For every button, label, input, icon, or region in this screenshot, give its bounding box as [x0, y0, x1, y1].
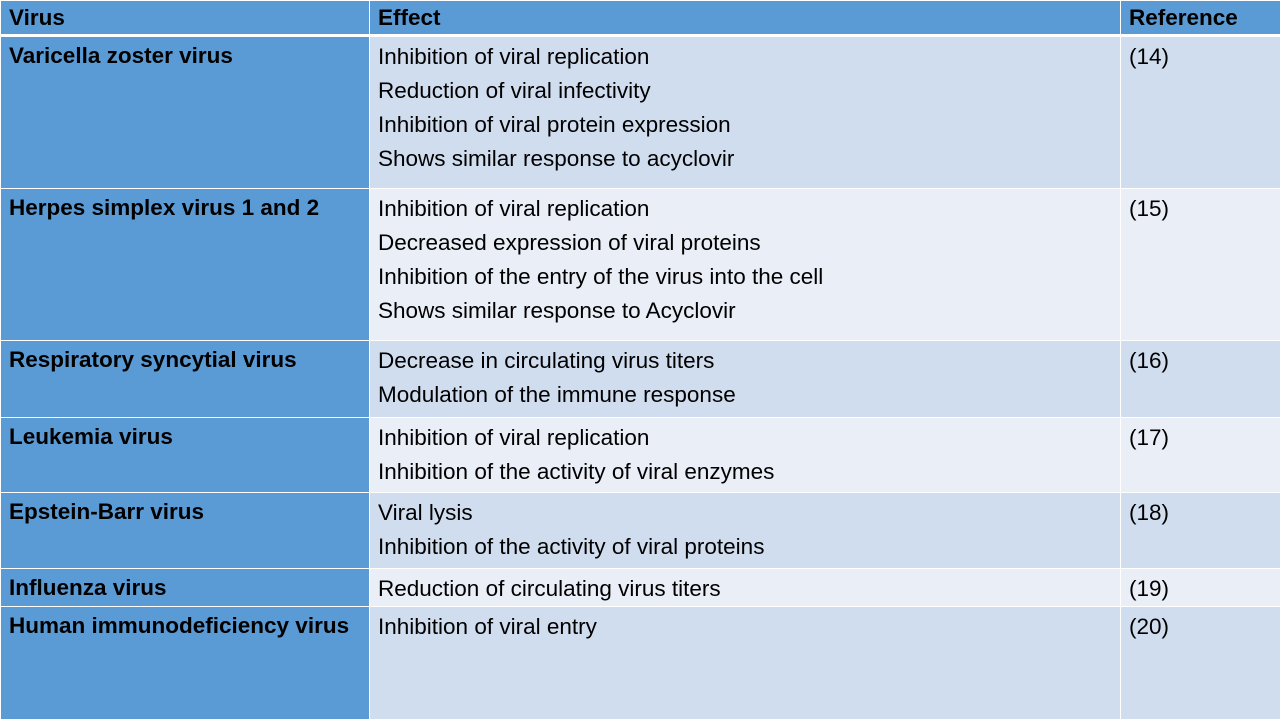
effect-item: Inhibition of the activity of viral enzy…	[378, 458, 775, 484]
reference-cell: (16)	[1120, 340, 1280, 418]
effect-item: Reduction of viral infectivity	[378, 78, 651, 103]
table-row-leukemia: Leukemia virus Inhibition of viral repli…	[0, 416, 1280, 493]
effect-item: Inhibition of viral entry	[378, 613, 597, 639]
virus-cell: Epstein-Barr virus	[0, 491, 370, 569]
effect-item: Inhibition of the entry of the virus int…	[378, 264, 824, 290]
table-row-herpes: Herpes simplex virus 1 and 2 Inhibition …	[0, 188, 1280, 342]
reference-cell: (17)	[1120, 416, 1280, 493]
table-row-rsv: Respiratory syncytial virus Decrease in …	[0, 340, 1280, 418]
reference-cell: (18)	[1120, 491, 1280, 569]
table-row-epstein-barr: Epstein-Barr virus Viral lysis Inhibitio…	[0, 491, 1280, 569]
header-virus: Virus	[0, 0, 370, 37]
effect-item: Shows similar response to acyclovir	[378, 146, 735, 171]
effect-item: Inhibition of viral replication	[378, 424, 650, 450]
virus-cell: Influenza virus	[0, 567, 370, 607]
effect-item: Viral lysis	[378, 499, 473, 525]
effect-item: Reduction of circulating virus titers	[378, 575, 721, 601]
reference-cell: (14)	[1120, 34, 1280, 190]
table-row-hiv: Human immunodeficiency virus Inhibition …	[0, 605, 1280, 720]
virus-cell: Respiratory syncytial virus	[0, 340, 370, 418]
effect-item: Decrease in circulating virus titers	[378, 348, 715, 374]
effect-item: Decreased expression of viral proteins	[378, 230, 761, 256]
virus-cell: Herpes simplex virus 1 and 2	[0, 188, 370, 342]
effect-cell: Inhibition of viral replication Reductio…	[369, 34, 1121, 190]
header-reference: Reference	[1120, 0, 1280, 37]
effect-cell: Reduction of circulating virus titers	[369, 567, 1121, 607]
header-effect: Effect	[369, 0, 1121, 37]
reference-cell: (19)	[1120, 567, 1280, 607]
effect-item: Shows similar response to Acyclovir	[378, 298, 736, 324]
reference-cell: (15)	[1120, 188, 1280, 342]
effect-item: Inhibition of the activity of viral prot…	[378, 533, 765, 559]
table-row-varicella: Varicella zoster virus Inhibition of vir…	[0, 34, 1280, 190]
header-row: Virus Effect Reference	[0, 0, 1280, 37]
effect-item: Inhibition of viral replication	[378, 44, 650, 69]
effect-item: Modulation of the immune response	[378, 382, 736, 408]
effect-item: Inhibition of viral replication	[378, 196, 650, 222]
effect-cell: Inhibition of viral entry	[369, 605, 1121, 720]
effect-cell: Viral lysis Inhibition of the activity o…	[369, 491, 1121, 569]
effect-cell: Inhibition of viral replication Inhibiti…	[369, 416, 1121, 493]
virus-cell: Leukemia virus	[0, 416, 370, 493]
virus-cell: Varicella zoster virus	[0, 34, 370, 190]
effect-cell: Inhibition of viral replication Decrease…	[369, 188, 1121, 342]
reference-cell: (20)	[1120, 605, 1280, 720]
effect-cell: Decrease in circulating virus titers Mod…	[369, 340, 1121, 418]
table-row-influenza: Influenza virus Reduction of circulating…	[0, 567, 1280, 607]
effect-item: Inhibition of viral protein expression	[378, 112, 731, 137]
virus-cell: Human immunodeficiency virus	[0, 605, 370, 720]
